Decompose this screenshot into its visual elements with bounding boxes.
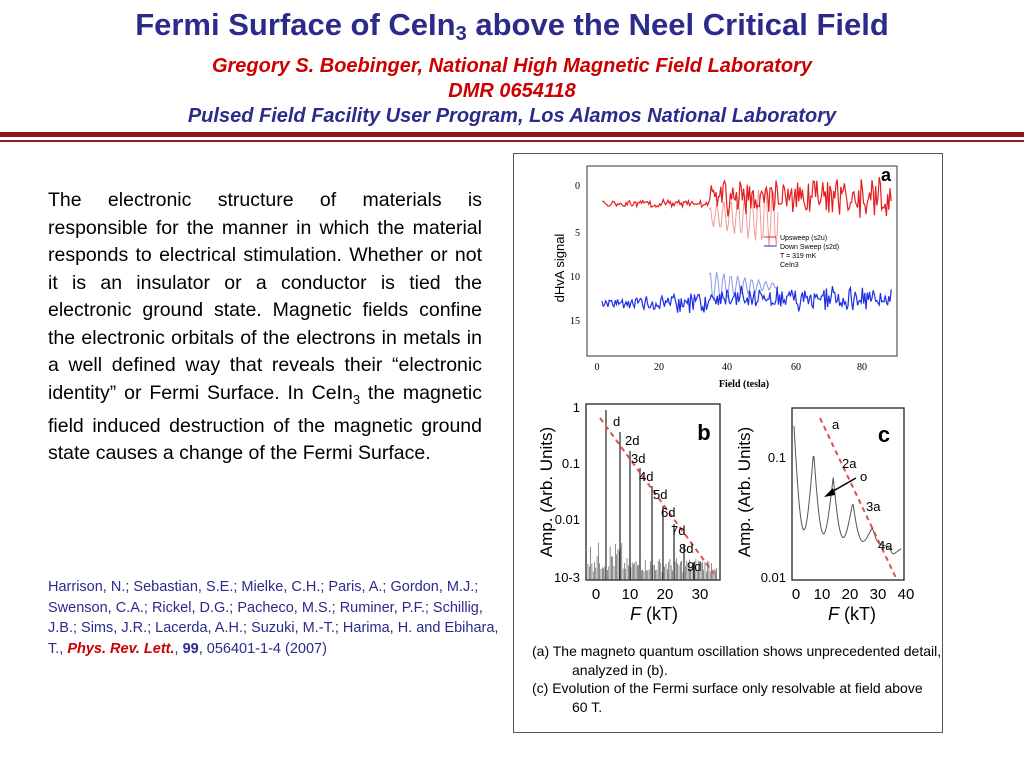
panel-a-frame [586, 165, 898, 357]
panel-c-xtick: 40 [898, 586, 915, 603]
panel-b-xtick: 0 [592, 586, 600, 603]
panel-b-chart: b 1 0.1 0.01 10-3 Amp. (Arb. Units) 0 10… [537, 400, 721, 624]
figure-box: a 0 5 10 15 dHvA signal 0 20 40 60 80 Fi… [513, 153, 943, 733]
panel-a-upsweep-light [708, 188, 779, 247]
header-rule-thin [0, 140, 1024, 142]
panel-c-xlabel-var: F [828, 604, 840, 624]
panel-c-arrowhead [824, 488, 835, 497]
panel-b-peak-label: 2d [625, 433, 639, 448]
panel-b-xlabel-var: F [630, 604, 642, 624]
panel-a-xtick: 80 [857, 362, 867, 373]
panel-c-ytick: 0.1 [768, 450, 786, 465]
caption-a: (a) The magneto quantum oscillation show… [532, 643, 942, 678]
panel-b-peak-label: 5d [653, 487, 667, 502]
body-subscript: 3 [352, 391, 361, 407]
panel-b-ytick: 0.1 [562, 456, 580, 471]
panel-a-xlabel: Field (tesla) [719, 379, 769, 390]
panel-c-trend-line [819, 417, 897, 579]
panel-c-ytick: 0.01 [761, 570, 786, 585]
panel-a-upsweep [601, 176, 892, 218]
panel-a-xtick: 20 [654, 362, 664, 373]
panel-b-xtick: 20 [657, 586, 674, 603]
body-text-end: the magnetic field induced destruction o… [48, 381, 482, 465]
panel-b-xlabel-unit: (kT) [641, 604, 678, 624]
panel-b-xtick: 30 [692, 586, 709, 603]
panel-b-xtick: 10 [622, 586, 639, 603]
panel-c-xtick: 30 [870, 586, 887, 603]
panel-b-peak-label: 4d [639, 469, 653, 484]
panel-c-chart: c 0.1 0.01 Amp. (Arb. Units) 0 10 20 30 … [735, 407, 915, 624]
reference-pages: , 056401-1-4 (2007) [198, 640, 327, 657]
figure-caption: (a) The magneto quantum oscillation show… [532, 642, 942, 716]
panel-c-peak-label: 4a [878, 538, 893, 553]
reference-journal: Phys. Rev. Lett. [67, 640, 175, 657]
panel-b-peak-label: 8d [679, 541, 693, 556]
panel-a-ylabel: dHvA signal [552, 234, 567, 303]
panel-b-peak-label: 6d [661, 505, 675, 520]
title-subscript: 3 [455, 23, 467, 45]
panel-b-spectrum [587, 410, 717, 580]
author-line: Gregory S. Boebinger, National High Magn… [211, 55, 813, 77]
panel-b-ylabel: Amp. (Arb. Units) [537, 427, 556, 557]
award-number: DMR 0654118 [448, 80, 576, 102]
panel-c-peak-label: 2a [842, 456, 857, 471]
reference: Harrison, N.; Sebastian, S.E.; Mielke, C… [48, 577, 508, 659]
panel-c-xlabel: F (kT) [828, 604, 876, 624]
panel-b-ytick: 0.01 [555, 512, 580, 527]
body-text: The electronic structure of materials is… [48, 189, 482, 404]
panel-c-peak-label: o [860, 469, 867, 484]
panel-b-peak-label: d [613, 414, 620, 429]
reference-volume: 99 [182, 640, 199, 657]
body-paragraph: The electronic structure of materials is… [48, 187, 482, 468]
panel-c-ylabel: Amp. (Arb. Units) [735, 427, 754, 557]
panel-c-xtick: 10 [814, 586, 831, 603]
panel-c-label: c [878, 422, 890, 447]
caption-c: (c) Evolution of the Fermi surface only … [532, 680, 923, 715]
header-rule [0, 132, 1024, 137]
panel-a-xtick: 40 [722, 362, 732, 373]
panel-a-ytick: 15 [570, 316, 580, 327]
legend-item: T = 319 mK [780, 253, 817, 260]
page-title: Fermi Surface of CeIn3 above the Neel Cr… [0, 6, 1024, 53]
program-line: Pulsed Field Facility User Program, Los … [187, 105, 837, 127]
panel-b-ytick: 10-3 [554, 570, 580, 585]
reference-separator: , [174, 640, 183, 657]
panel-b-peak-label: 7d [671, 523, 685, 538]
legend-item: Upsweep (s2u) [780, 235, 827, 242]
panel-c-peak-label: a [832, 417, 840, 432]
panel-a-label: a [881, 165, 892, 185]
panel-a-xtick: 0 [595, 362, 600, 373]
panel-a-ytick: 0 [575, 181, 580, 192]
panel-b-peak-label: 3d [631, 451, 645, 466]
legend-item: Down Sweep (s2d) [780, 244, 839, 251]
panel-c-spectrum [793, 425, 902, 555]
panel-a-downsweep [601, 285, 892, 314]
panel-a-xtick: 60 [791, 362, 801, 373]
title-text: Fermi Surface of CeIn [135, 7, 456, 42]
legend-item: CeIn3 [780, 262, 799, 269]
panel-c-xlabel-unit: (kT) [839, 604, 876, 624]
title-text-end: above the Neel Critical Field [466, 7, 889, 42]
panel-b-ytick: 1 [573, 400, 580, 415]
header: Fermi Surface of CeIn3 above the Neel Cr… [0, 6, 1024, 129]
panel-a-chart: a 0 5 10 15 dHvA signal 0 20 40 60 80 Fi… [552, 165, 898, 390]
panel-c-xtick: 0 [792, 586, 800, 603]
panel-a-ytick: 5 [575, 228, 580, 239]
panel-b-label: b [697, 420, 710, 445]
reference-authors: Harrison, N.; Sebastian, S.E.; Mielke, C… [48, 579, 499, 657]
panel-c-peak-label: 3a [866, 499, 881, 514]
panel-b-peak-label: 9d [687, 559, 701, 574]
panel-a-ytick: 10 [570, 272, 580, 283]
panel-c-frame [791, 407, 905, 581]
panel-b-xlabel: F (kT) [630, 604, 678, 624]
panel-c-xtick: 20 [842, 586, 859, 603]
